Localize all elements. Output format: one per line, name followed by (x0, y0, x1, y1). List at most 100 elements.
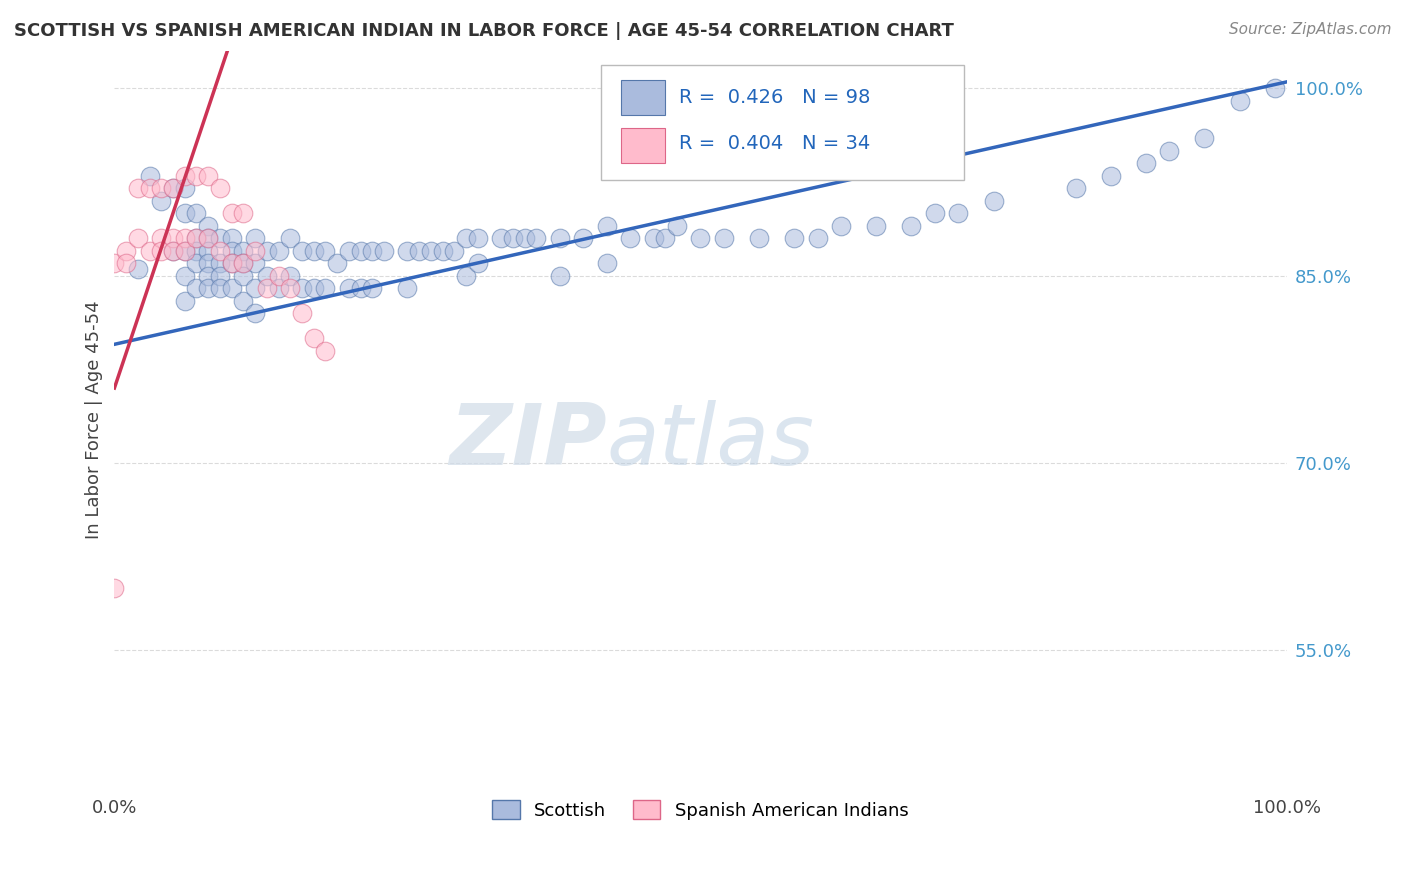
Point (337, 281, 360, 295)
Point (103, 581, 125, 595)
Point (150, 244, 173, 258)
Point (243, 256, 266, 270)
Point (513, 231, 536, 245)
Point (256, 244, 278, 258)
Point (243, 244, 266, 258)
Point (619, 231, 641, 245)
Point (243, 231, 266, 245)
Point (197, 281, 219, 295)
Point (186, 169, 208, 183)
Point (349, 281, 371, 295)
Point (221, 206, 243, 220)
Point (150, 194, 173, 208)
Point (302, 331, 325, 345)
Point (173, 231, 195, 245)
Point (337, 244, 360, 258)
Point (291, 306, 314, 320)
Point (524, 231, 547, 245)
Point (900, 219, 922, 233)
Point (186, 281, 208, 295)
Point (232, 206, 254, 220)
Point (783, 231, 806, 245)
Point (186, 231, 208, 245)
Point (243, 281, 266, 295)
Point (173, 169, 195, 183)
Point (127, 231, 149, 245)
Text: ZIP: ZIP (449, 400, 607, 483)
Point (162, 181, 184, 195)
Point (596, 256, 619, 270)
Legend: Scottish, Spanish American Indians: Scottish, Spanish American Indians (485, 793, 915, 827)
Point (208, 268, 231, 283)
Point (373, 244, 395, 258)
Point (349, 244, 371, 258)
Point (548, 268, 571, 283)
Point (173, 181, 195, 195)
Point (162, 244, 184, 258)
Point (314, 244, 336, 258)
Point (173, 268, 195, 283)
Point (232, 293, 254, 308)
Point (127, 262, 149, 277)
Point (443, 244, 465, 258)
Point (173, 244, 195, 258)
Point (1159, 144, 1181, 158)
Point (138, 244, 160, 258)
Point (666, 219, 689, 233)
Point (278, 268, 301, 283)
Point (302, 281, 325, 295)
Point (197, 231, 219, 245)
Point (162, 244, 184, 258)
Text: atlas: atlas (607, 400, 814, 483)
Point (256, 281, 278, 295)
Point (1064, 181, 1087, 195)
Point (208, 181, 231, 195)
Point (208, 281, 231, 295)
Point (1099, 169, 1122, 183)
Point (713, 231, 735, 245)
Point (115, 244, 138, 258)
Point (396, 244, 419, 258)
Point (689, 231, 711, 245)
Point (408, 244, 430, 258)
Point (197, 256, 219, 270)
Point (267, 244, 290, 258)
Y-axis label: In Labor Force | Age 45-54: In Labor Force | Age 45-54 (86, 300, 103, 539)
Point (361, 244, 384, 258)
Point (221, 231, 243, 245)
Point (419, 244, 441, 258)
Point (314, 343, 336, 358)
Point (232, 268, 254, 283)
Point (278, 281, 301, 295)
Point (572, 231, 595, 245)
Point (186, 244, 208, 258)
Point (232, 256, 254, 270)
Point (232, 244, 254, 258)
Point (948, 206, 970, 220)
Point (197, 244, 219, 258)
Point (150, 231, 173, 245)
Point (643, 231, 665, 245)
Point (454, 268, 477, 283)
Point (267, 281, 290, 295)
Point (865, 219, 887, 233)
Point (256, 268, 278, 283)
Point (467, 256, 489, 270)
Point (186, 206, 208, 220)
FancyBboxPatch shape (600, 65, 965, 179)
Point (807, 231, 830, 245)
Bar (621, 128, 665, 163)
Point (548, 231, 571, 245)
Point (162, 231, 184, 245)
Point (197, 268, 219, 283)
Point (208, 244, 231, 258)
Point (291, 281, 314, 295)
Point (173, 206, 195, 220)
Text: Source: ZipAtlas.com: Source: ZipAtlas.com (1229, 22, 1392, 37)
Point (173, 244, 195, 258)
Point (396, 281, 419, 295)
Point (197, 231, 219, 245)
Point (221, 256, 243, 270)
Point (173, 293, 195, 308)
Point (361, 281, 384, 295)
